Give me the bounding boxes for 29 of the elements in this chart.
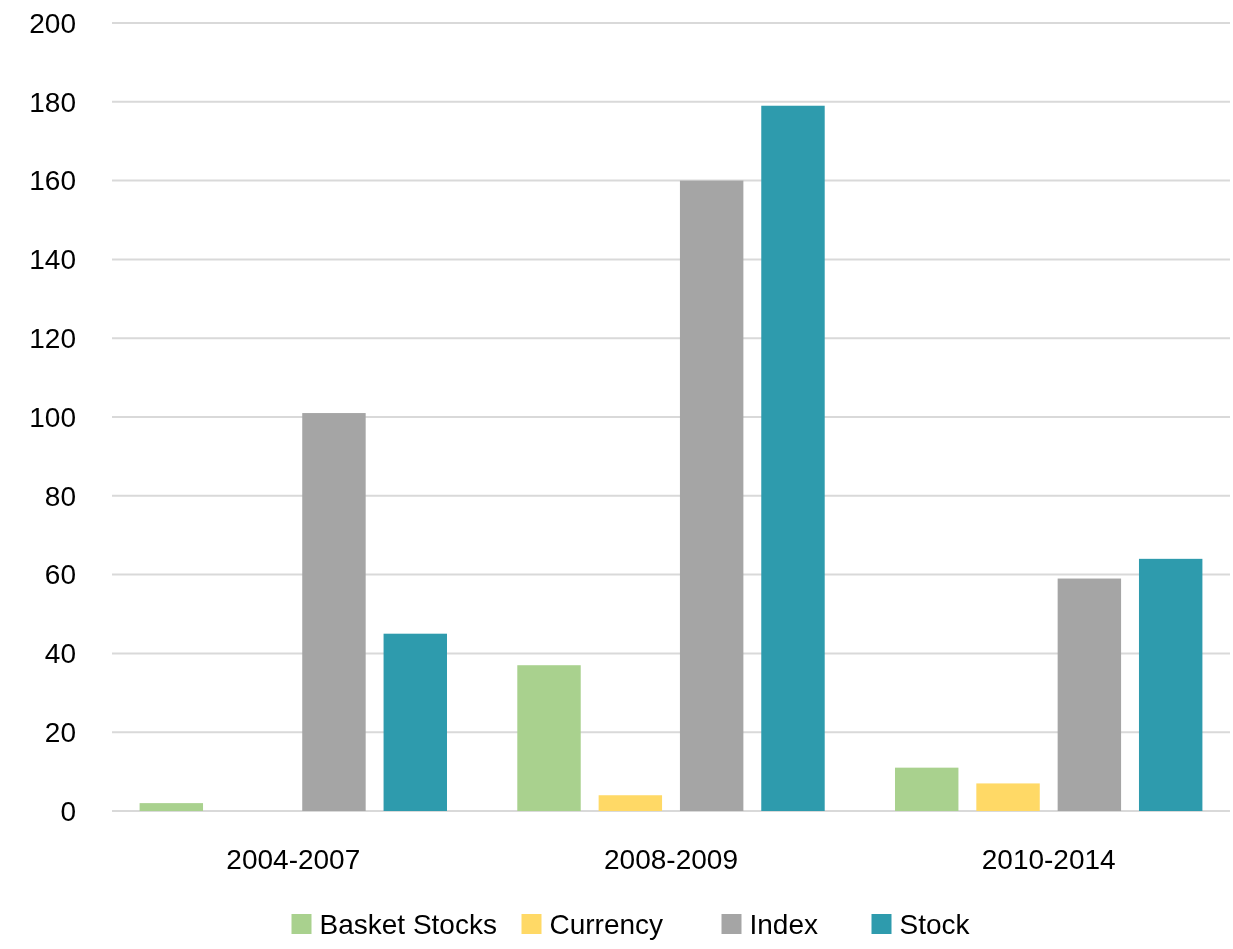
y-tick-label: 180 [29, 86, 76, 118]
bar [383, 633, 447, 811]
bar [302, 413, 366, 811]
bar [976, 783, 1040, 811]
y-tick-label: 0 [60, 795, 76, 827]
y-tick-label: 80 [44, 480, 76, 512]
legend-label: Stock [899, 908, 971, 940]
y-tick-label: 200 [29, 7, 76, 39]
y-tick-label: 120 [29, 323, 76, 354]
y-tick-label: 160 [29, 165, 76, 197]
y-tick-label: 40 [44, 638, 76, 670]
bar [895, 767, 959, 811]
x-tick-label: 2004-2007 [226, 844, 361, 875]
bar [761, 105, 825, 811]
bar [1057, 578, 1122, 811]
bar [1138, 558, 1203, 811]
legend-label: Currency [549, 908, 664, 940]
y-tick-label: 20 [44, 717, 76, 748]
y-tick-label: 60 [44, 559, 76, 591]
bar [517, 665, 581, 811]
x-tick-label: 2010-2014 [981, 844, 1116, 875]
y-tick-label: 140 [29, 244, 76, 276]
bar [679, 180, 744, 811]
legend-label: Basket Stocks [319, 908, 497, 940]
y-tick-label: 100 [29, 401, 76, 433]
bar [598, 795, 663, 811]
legend-label: Index [749, 908, 818, 940]
bar [139, 803, 204, 811]
x-tick-label: 2008-2009 [604, 844, 738, 875]
